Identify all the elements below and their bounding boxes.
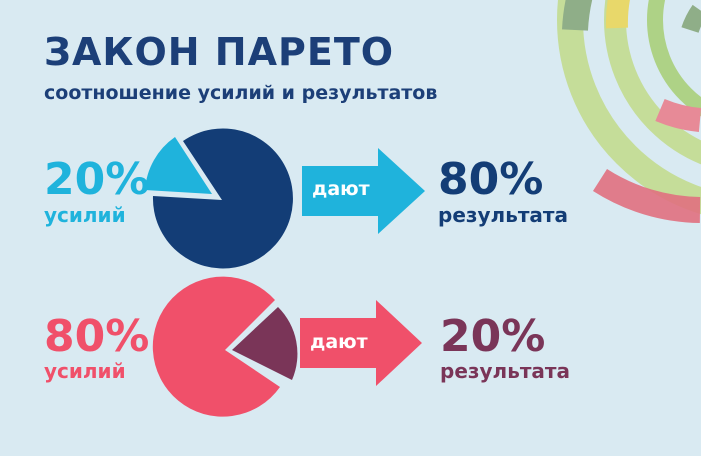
arrow-label-row2: дают <box>310 331 368 353</box>
pie-small-slice <box>232 307 298 380</box>
effort-label-row2: усилий <box>44 359 126 383</box>
pie-chart-row2 <box>152 276 298 417</box>
result-label-row2: результата <box>440 359 571 383</box>
effort-value-row1: 20% <box>44 154 150 205</box>
arrow-row2 <box>300 300 422 386</box>
pie-small-slice <box>145 137 212 194</box>
pie-chart-row1 <box>145 128 293 269</box>
page-subtitle: соотношение усилий и результатов <box>44 82 438 104</box>
pie-main-slice <box>152 128 293 269</box>
result-value-row2: 20% <box>440 311 546 362</box>
decorative-rings <box>557 0 701 223</box>
result-label-row1: результата <box>438 203 569 227</box>
arrow-row1 <box>302 148 425 234</box>
arrow-label-row1: дают <box>312 178 370 200</box>
result-value-row1: 80% <box>438 154 544 205</box>
effort-value-row2: 80% <box>44 311 150 362</box>
pie-main-slice <box>152 276 280 417</box>
effort-label-row1: усилий <box>44 203 126 227</box>
page-title: ЗАКОН ПАРЕТО <box>44 30 395 74</box>
